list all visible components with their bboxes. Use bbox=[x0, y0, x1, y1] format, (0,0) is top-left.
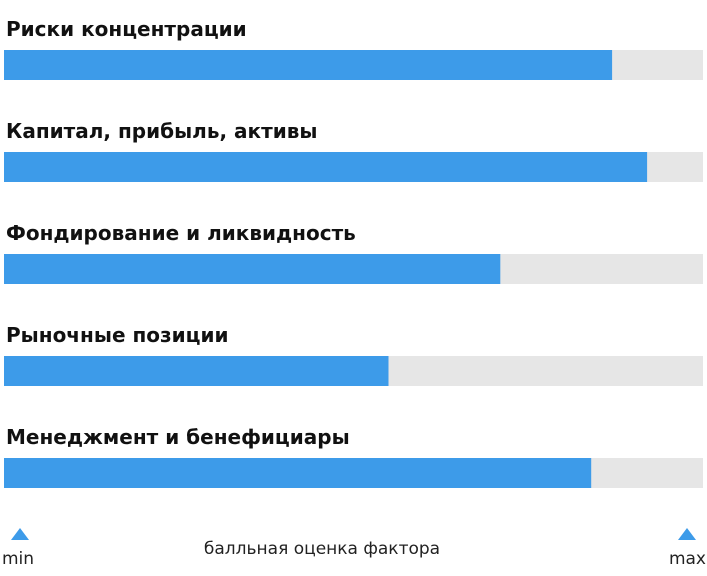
factor-bar bbox=[4, 50, 613, 80]
factor-bar bbox=[4, 356, 389, 386]
x-axis-label: балльная оценка фактора bbox=[204, 539, 440, 559]
factor-label: Фондирование и ликвидность bbox=[6, 221, 356, 245]
axis-min-label: min bbox=[2, 549, 34, 569]
factor-row: Рыночные позиции bbox=[4, 323, 703, 386]
factor-row: Риски концентрации bbox=[4, 17, 703, 80]
factor-row: Менеджмент и бенефициары bbox=[4, 425, 703, 488]
factor-row: Фондирование и ликвидность bbox=[4, 221, 703, 284]
min-marker-icon bbox=[11, 528, 29, 540]
factor-label: Риски концентрации bbox=[6, 17, 247, 41]
factor-bar bbox=[4, 458, 592, 488]
max-marker-icon bbox=[678, 528, 696, 540]
factor-row: Капитал, прибыль, активы bbox=[4, 119, 703, 182]
factor-bar bbox=[4, 152, 648, 182]
factor-label: Капитал, прибыль, активы bbox=[6, 119, 317, 143]
factor-label: Рыночные позиции bbox=[6, 323, 229, 347]
factor-rows: Риски концентрации Капитал, прибыль, акти… bbox=[4, 17, 703, 488]
factor-bar bbox=[4, 254, 501, 284]
factor-label: Менеджмент и бенефициары bbox=[6, 425, 350, 449]
axis-max-label: max bbox=[669, 549, 706, 569]
